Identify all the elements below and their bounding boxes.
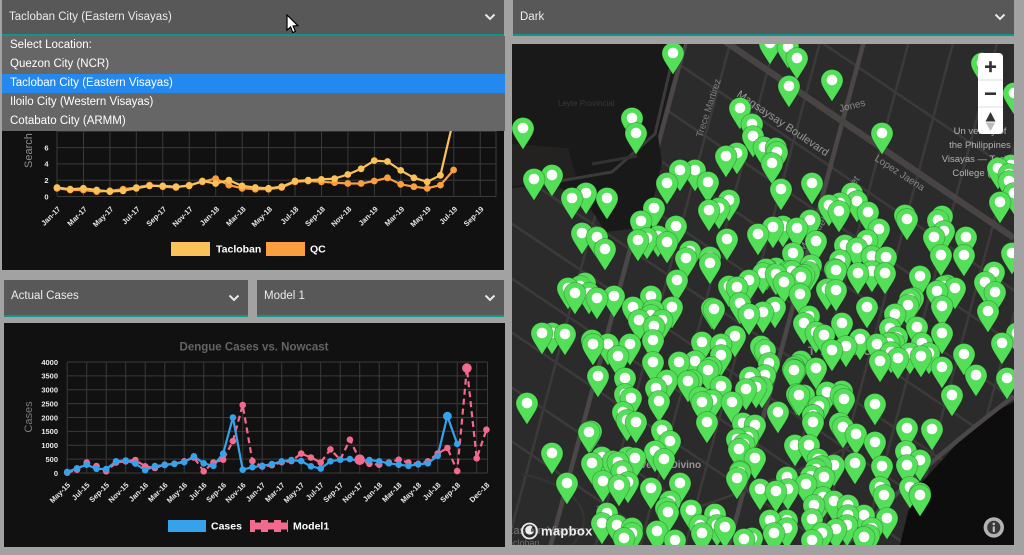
svg-text:May-18: May-18 bbox=[399, 481, 423, 505]
svg-text:May-16: May-16 bbox=[165, 481, 189, 505]
svg-text:Dec-18: Dec-18 bbox=[468, 481, 492, 505]
svg-text:mapbox: mapbox bbox=[541, 524, 593, 539]
svg-text:Tacloban: Tacloban bbox=[216, 244, 261, 256]
svg-text:0: 0 bbox=[54, 469, 58, 478]
svg-text:3500: 3500 bbox=[41, 372, 58, 381]
svg-text:2: 2 bbox=[44, 176, 48, 185]
svg-text:College (UP: College (UP bbox=[952, 168, 1003, 179]
svg-text:Sep-16: Sep-16 bbox=[204, 481, 228, 505]
svg-text:Jan-18: Jan-18 bbox=[198, 205, 221, 228]
svg-text:Jan-17: Jan-17 bbox=[244, 481, 267, 504]
svg-text:Dengue Cases vs. Nowcast: Dengue Cases vs. Nowcast bbox=[180, 342, 329, 354]
svg-text:3000: 3000 bbox=[41, 386, 58, 395]
svg-text:Leyte Provincial: Leyte Provincial bbox=[558, 99, 615, 108]
svg-text:Sep-17: Sep-17 bbox=[321, 481, 345, 505]
svg-text:Cases: Cases bbox=[211, 521, 242, 533]
svg-text:Nov-18: Nov-18 bbox=[329, 205, 353, 229]
svg-text:0: 0 bbox=[44, 192, 48, 201]
svg-text:May-18: May-18 bbox=[250, 205, 274, 229]
svg-text:Sep-18: Sep-18 bbox=[438, 481, 462, 505]
svg-text:QC: QC bbox=[310, 244, 326, 256]
svg-text:May-17: May-17 bbox=[91, 205, 115, 229]
svg-text:Visayas — Tacloba: Visayas — Tacloba bbox=[942, 154, 1014, 165]
svg-text:acloban: acloban bbox=[512, 538, 540, 545]
svg-text:500: 500 bbox=[45, 455, 58, 464]
svg-text:May-19: May-19 bbox=[408, 205, 432, 229]
svg-text:1000: 1000 bbox=[41, 441, 58, 450]
svg-text:Nov-16: Nov-16 bbox=[224, 481, 248, 505]
svg-text:Sep-17: Sep-17 bbox=[144, 205, 168, 229]
svg-text:Jan-18: Jan-18 bbox=[361, 481, 384, 504]
svg-text:Sep-15: Sep-15 bbox=[87, 481, 111, 505]
svg-text:Jan-16: Jan-16 bbox=[127, 481, 150, 504]
svg-text:Cases: Cases bbox=[23, 401, 35, 433]
svg-text:Jan-19: Jan-19 bbox=[357, 205, 380, 228]
svg-text:the Philippines: the Philippines bbox=[949, 140, 1011, 151]
svg-text:Sep-19: Sep-19 bbox=[462, 205, 486, 229]
svg-text:Model1: Model1 bbox=[293, 521, 329, 533]
svg-text:Mar-19: Mar-19 bbox=[383, 205, 406, 228]
svg-text:4000: 4000 bbox=[41, 358, 58, 367]
svg-text:Mar-18: Mar-18 bbox=[224, 205, 247, 228]
svg-text:Sep-18: Sep-18 bbox=[303, 205, 327, 229]
svg-text:1500: 1500 bbox=[41, 427, 58, 436]
svg-text:May-17: May-17 bbox=[282, 481, 306, 505]
svg-text:Mar-17: Mar-17 bbox=[65, 205, 88, 228]
svg-text:4: 4 bbox=[44, 160, 49, 169]
svg-text:Nov-15: Nov-15 bbox=[107, 481, 131, 505]
svg-text:Nov-17: Nov-17 bbox=[341, 481, 365, 505]
svg-text:Nov-17: Nov-17 bbox=[171, 205, 195, 229]
svg-text:May-15: May-15 bbox=[48, 481, 72, 505]
svg-text:Jan-17: Jan-17 bbox=[39, 205, 62, 228]
svg-text:Jul-17: Jul-17 bbox=[120, 205, 142, 227]
svg-text:Jul-19: Jul-19 bbox=[438, 205, 460, 227]
svg-text:6: 6 bbox=[44, 143, 48, 152]
svg-text:2000: 2000 bbox=[41, 413, 58, 422]
svg-text:2500: 2500 bbox=[41, 399, 58, 408]
svg-text:Jul-18: Jul-18 bbox=[279, 205, 301, 227]
